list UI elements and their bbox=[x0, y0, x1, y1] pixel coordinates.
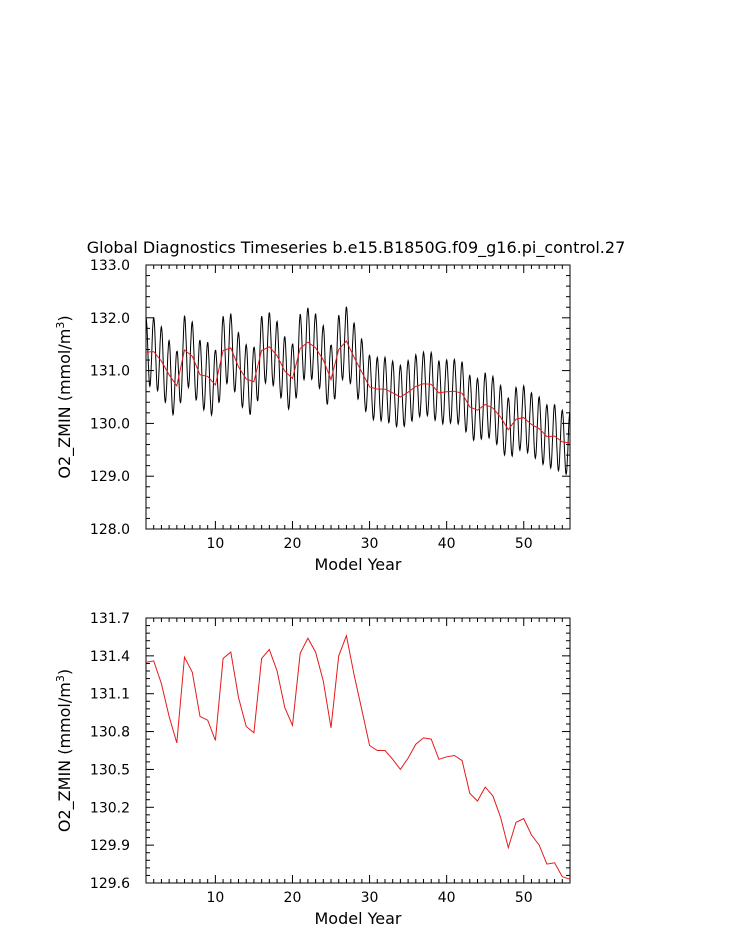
y-tick-label: 130.0 bbox=[90, 416, 130, 432]
series-line-annual-mean bbox=[145, 340, 571, 444]
x-tick-label: 30 bbox=[361, 890, 379, 906]
y-tick-label: 128.0 bbox=[90, 522, 130, 538]
y-axis-label: O2_ZMIN (mmol/m3) bbox=[54, 315, 75, 478]
x-axis-label: Model Year bbox=[315, 555, 402, 574]
y-axis-label-sup: 3 bbox=[54, 675, 67, 682]
y-tick-label: 131.1 bbox=[90, 687, 130, 703]
y-tick-label: 130.2 bbox=[90, 800, 130, 816]
y-tick-label: 131.7 bbox=[90, 611, 130, 627]
y-axis-label-sup: 3 bbox=[54, 322, 67, 329]
top-panel: 10 20 30 40 50 128.0 129.0 130.0 131.0 132.0 133.0… bbox=[54, 258, 571, 574]
x-tick-label: 50 bbox=[515, 890, 533, 906]
y-tick-label: 130.5 bbox=[90, 762, 130, 778]
y-axis-label-main: O2_ZMIN (mmol/m bbox=[55, 682, 75, 832]
plot-frame bbox=[145, 617, 571, 884]
x-tick-label: 20 bbox=[284, 890, 302, 906]
x-tick-label: 30 bbox=[361, 536, 379, 552]
y-axis-label: O2_ZMIN (mmol/m3) bbox=[54, 669, 75, 832]
chart-title: Global Diagnostics Timeseries b.e15.B185… bbox=[87, 238, 626, 258]
series-line-annual-mean bbox=[145, 633, 571, 880]
x-tick-label: 40 bbox=[438, 890, 456, 906]
x-tick-label: 10 bbox=[206, 890, 224, 906]
y-tick-label: 131.0 bbox=[90, 364, 130, 380]
y-axis-label-main: O2_ZMIN (mmol/m bbox=[55, 329, 75, 479]
bottom-panel: 10 20 30 40 50 129.6 129.9 130.2 130.5 130.8 131.1… bbox=[54, 611, 571, 928]
y-axis-label-end: ) bbox=[55, 315, 74, 321]
x-tick-label: 40 bbox=[438, 536, 456, 552]
y-tick-label: 130.8 bbox=[90, 725, 130, 741]
y-axis-label-end: ) bbox=[55, 669, 74, 675]
y-tick-label: 129.0 bbox=[90, 469, 130, 485]
y-tick-label: 129.6 bbox=[90, 876, 130, 892]
y-tick-label: 129.9 bbox=[90, 838, 130, 854]
y-tick-label: 131.4 bbox=[90, 649, 130, 665]
plot-frame bbox=[145, 264, 571, 530]
y-tick-label: 132.0 bbox=[90, 311, 130, 327]
x-tick-label: 50 bbox=[515, 536, 533, 552]
x-tick-label: 10 bbox=[206, 536, 224, 552]
series-line-monthly bbox=[145, 306, 571, 476]
x-axis-label: Model Year bbox=[315, 909, 402, 928]
y-tick-label: 133.0 bbox=[90, 258, 130, 274]
x-tick-label: 20 bbox=[284, 536, 302, 552]
